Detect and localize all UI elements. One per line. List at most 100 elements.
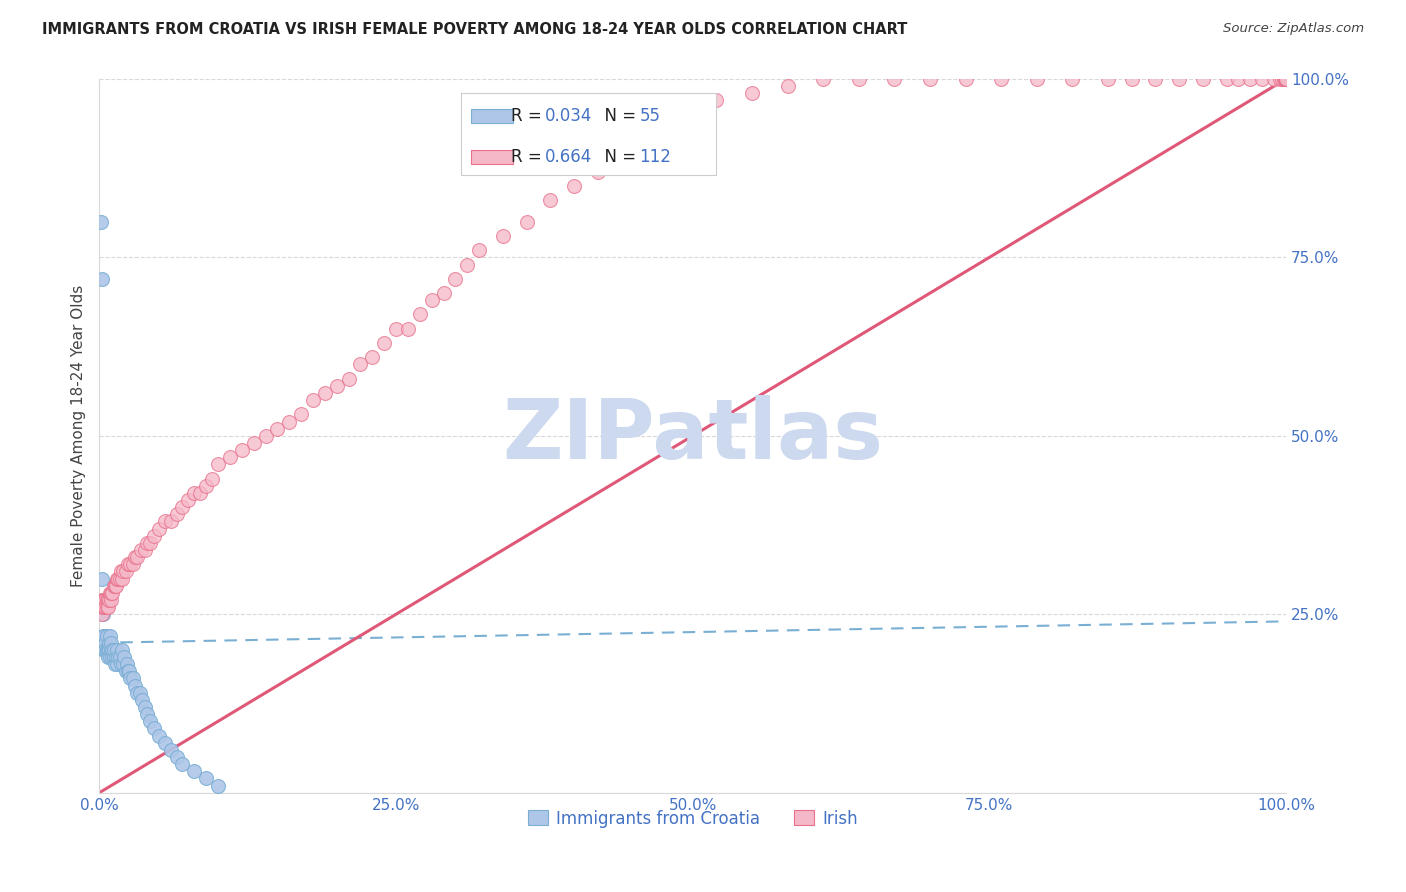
Point [468,244,491,258]
Point [1275,72,1298,87]
Point [1062,72,1084,87]
Point [97,643,120,657]
Point [120,672,142,686]
Text: 112: 112 [640,148,671,166]
Point [96,643,118,657]
Point [1274,72,1296,87]
Point [124,679,146,693]
Point [516,215,538,229]
Point [91,607,114,622]
Point [127,550,149,565]
Point [118,665,141,679]
Point [188,486,211,500]
Point [97,593,120,607]
Point [159,515,181,529]
Point [97,593,120,607]
Point [103,650,125,665]
Point [1215,72,1237,87]
Point [278,415,301,429]
Point [1275,72,1298,87]
Point [115,657,138,672]
Point [104,579,127,593]
Point [444,272,467,286]
Point [1097,72,1119,87]
Point [1025,72,1047,87]
Text: 55: 55 [640,107,661,125]
Point [120,558,142,572]
Point [166,508,188,522]
Point [1274,72,1296,87]
Point [128,686,150,700]
Point [776,79,799,94]
Text: R =: R = [512,148,547,166]
Point [492,229,515,244]
Point [1251,72,1274,87]
Point [114,565,136,579]
Point [101,643,124,657]
Point [177,493,200,508]
Point [97,643,120,657]
Point [104,657,127,672]
Point [101,586,124,600]
Point [172,500,194,515]
Text: 0.664: 0.664 [544,148,592,166]
Point [107,572,129,586]
Point [103,643,125,657]
Point [562,179,585,194]
Point [207,458,229,472]
Point [112,657,135,672]
Point [201,472,224,486]
FancyBboxPatch shape [461,94,717,176]
Point [1271,72,1294,87]
Point [105,643,128,657]
Point [134,700,156,714]
Point [385,322,408,336]
Legend: Immigrants from Croatia, Irish: Immigrants from Croatia, Irish [522,803,865,834]
Point [219,450,242,465]
Point [139,714,162,729]
Text: N =: N = [595,148,641,166]
Point [195,772,218,786]
Point [97,636,120,650]
Point [105,657,128,672]
Point [848,72,870,87]
Point [121,558,143,572]
Point [96,629,118,643]
Text: 0.034: 0.034 [544,107,592,125]
Point [153,515,176,529]
FancyBboxPatch shape [471,109,513,122]
Point [195,479,218,493]
Text: Source: ZipAtlas.com: Source: ZipAtlas.com [1223,22,1364,36]
Point [114,665,136,679]
Point [432,286,454,301]
Point [143,529,166,543]
Point [107,650,129,665]
Point [91,593,114,607]
Point [337,372,360,386]
Point [96,593,118,607]
Point [90,607,112,622]
Point [111,572,134,586]
Text: R =: R = [512,107,547,125]
Point [97,650,120,665]
Point [1275,72,1298,87]
Point [90,215,112,229]
Point [302,393,325,408]
Point [105,572,128,586]
Point [1144,72,1167,87]
Point [112,650,135,665]
Point [98,629,121,643]
Point [100,593,122,607]
Point [94,636,117,650]
Point [682,108,704,122]
Point [314,386,336,401]
Point [1227,72,1250,87]
Point [100,643,122,657]
Text: ZIPatlas: ZIPatlas [502,395,883,476]
Point [90,272,112,286]
Point [1121,72,1143,87]
Point [183,764,205,779]
Point [1272,72,1295,87]
Point [127,686,149,700]
Point [117,665,139,679]
